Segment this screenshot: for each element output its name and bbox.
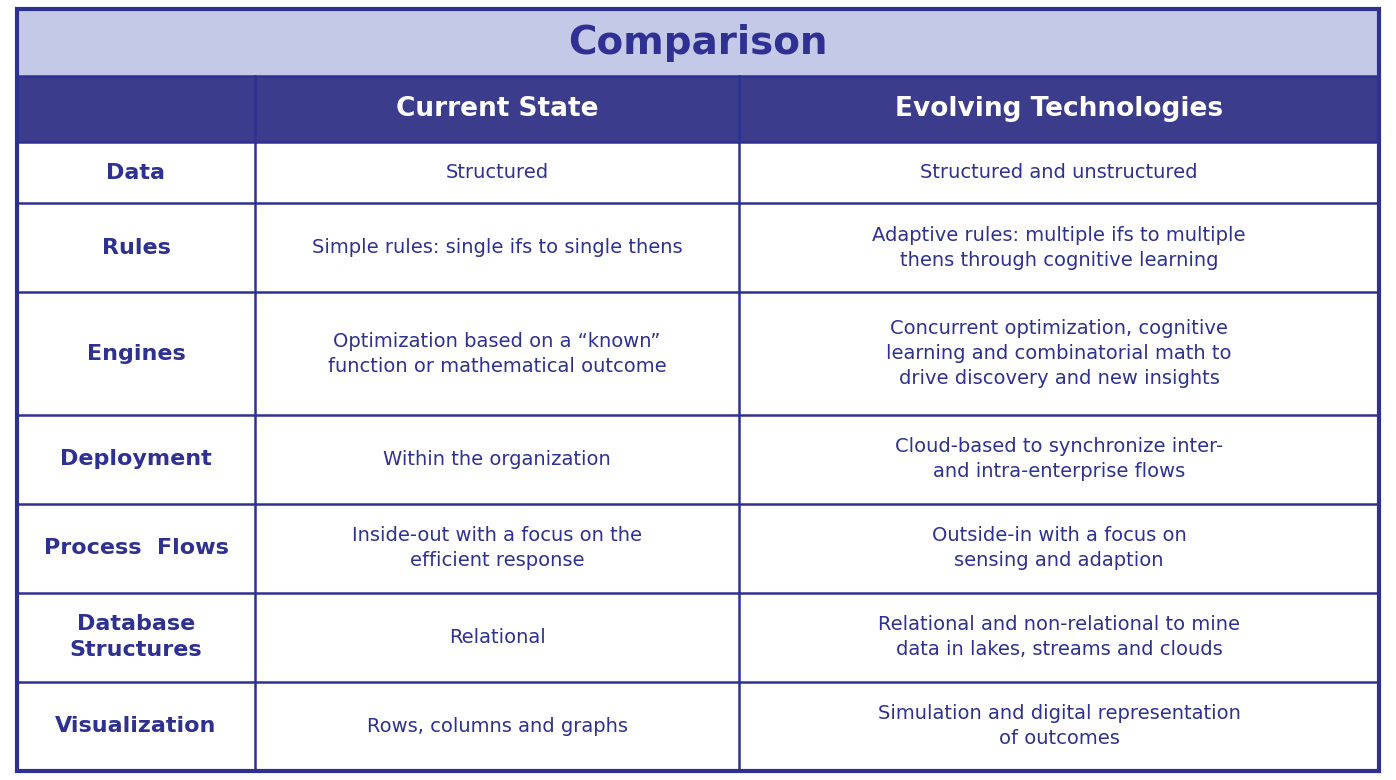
FancyBboxPatch shape xyxy=(738,593,1379,682)
Text: Current State: Current State xyxy=(396,96,599,122)
Text: Optimization based on a “known”
function or mathematical outcome: Optimization based on a “known” function… xyxy=(328,332,666,375)
FancyBboxPatch shape xyxy=(255,142,738,204)
FancyBboxPatch shape xyxy=(17,204,255,292)
FancyBboxPatch shape xyxy=(255,76,738,142)
FancyBboxPatch shape xyxy=(738,682,1379,771)
FancyBboxPatch shape xyxy=(17,682,255,771)
FancyBboxPatch shape xyxy=(17,292,255,415)
Text: Relational: Relational xyxy=(448,628,546,647)
Text: Deployment: Deployment xyxy=(60,449,212,470)
FancyBboxPatch shape xyxy=(17,9,1379,76)
FancyBboxPatch shape xyxy=(255,504,738,593)
FancyBboxPatch shape xyxy=(17,415,255,504)
Text: Simple rules: single ifs to single thens: Simple rules: single ifs to single thens xyxy=(311,238,683,257)
FancyBboxPatch shape xyxy=(255,415,738,504)
FancyBboxPatch shape xyxy=(255,204,738,292)
Text: Rules: Rules xyxy=(102,238,170,257)
FancyBboxPatch shape xyxy=(738,504,1379,593)
FancyBboxPatch shape xyxy=(738,76,1379,142)
Text: Cloud-based to synchronize inter-
and intra-enterprise flows: Cloud-based to synchronize inter- and in… xyxy=(895,438,1223,481)
Text: Simulation and digital representation
of outcomes: Simulation and digital representation of… xyxy=(878,704,1241,748)
FancyBboxPatch shape xyxy=(17,142,255,204)
FancyBboxPatch shape xyxy=(738,142,1379,204)
Text: Comparison: Comparison xyxy=(568,23,828,62)
Text: Rows, columns and graphs: Rows, columns and graphs xyxy=(367,717,628,736)
FancyBboxPatch shape xyxy=(17,76,255,142)
Text: Within the organization: Within the organization xyxy=(383,450,611,469)
Text: Structured: Structured xyxy=(445,163,549,182)
Text: Database
Structures: Database Structures xyxy=(70,614,202,661)
Text: Process  Flows: Process Flows xyxy=(43,538,229,558)
Text: Concurrent optimization, cognitive
learning and combinatorial math to
drive disc: Concurrent optimization, cognitive learn… xyxy=(886,319,1231,388)
Text: Visualization: Visualization xyxy=(56,716,216,736)
Text: Inside-out with a focus on the
efficient response: Inside-out with a focus on the efficient… xyxy=(352,526,642,570)
FancyBboxPatch shape xyxy=(738,415,1379,504)
Text: Structured and unstructured: Structured and unstructured xyxy=(920,163,1198,182)
Text: Adaptive rules: multiple ifs to multiple
thens through cognitive learning: Adaptive rules: multiple ifs to multiple… xyxy=(872,225,1245,270)
FancyBboxPatch shape xyxy=(255,292,738,415)
FancyBboxPatch shape xyxy=(738,204,1379,292)
Text: Data: Data xyxy=(106,162,166,183)
FancyBboxPatch shape xyxy=(738,292,1379,415)
Text: Outside-in with a focus on
sensing and adaption: Outside-in with a focus on sensing and a… xyxy=(931,526,1187,570)
FancyBboxPatch shape xyxy=(255,593,738,682)
Text: Evolving Technologies: Evolving Technologies xyxy=(895,96,1223,122)
FancyBboxPatch shape xyxy=(255,682,738,771)
FancyBboxPatch shape xyxy=(17,593,255,682)
FancyBboxPatch shape xyxy=(17,504,255,593)
Text: Engines: Engines xyxy=(87,343,186,363)
Text: Relational and non-relational to mine
data in lakes, streams and clouds: Relational and non-relational to mine da… xyxy=(878,615,1240,659)
